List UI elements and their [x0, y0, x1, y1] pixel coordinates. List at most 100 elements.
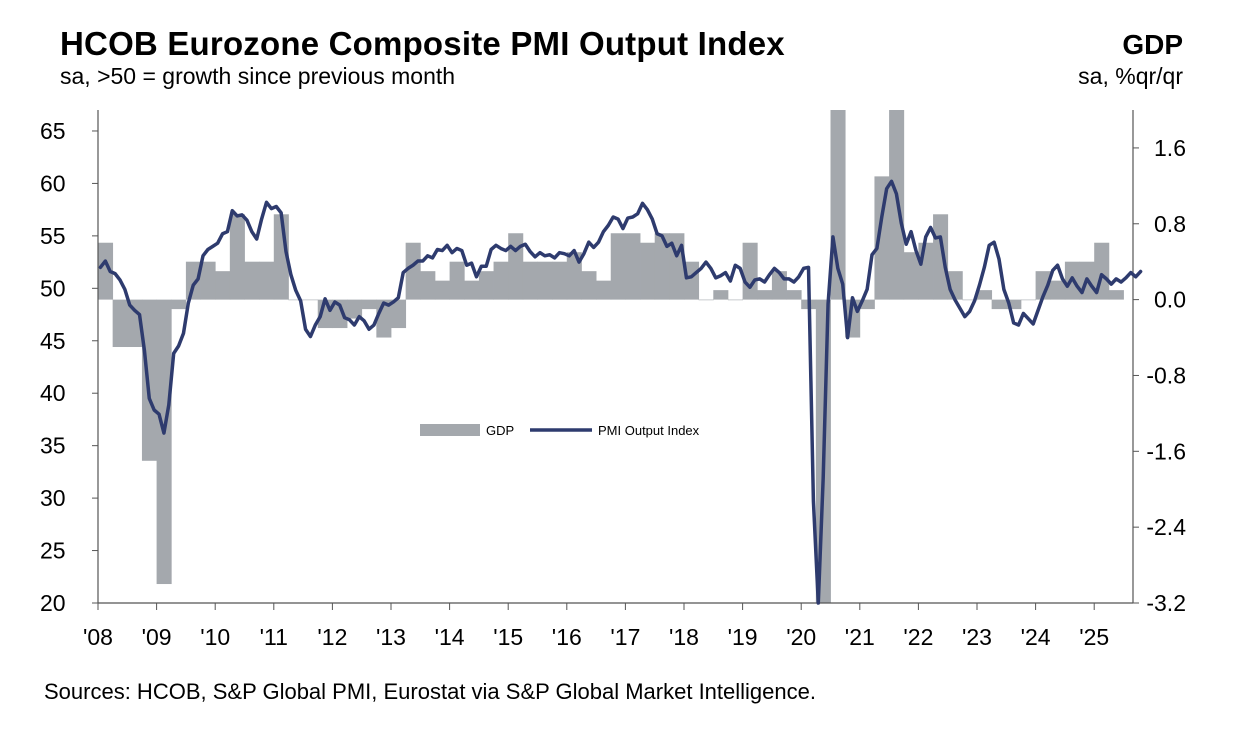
gdp-bar: [200, 261, 216, 300]
x-tick-label: '22: [903, 624, 933, 650]
gdp-bar: [449, 261, 465, 300]
left-y-tick-label: 50: [40, 275, 66, 301]
chart-subtitle: sa, >50 = growth since previous month: [60, 63, 456, 89]
gdp-bar: [727, 299, 743, 301]
right-axis-title: GDP: [1122, 29, 1183, 60]
gdp-bar: [581, 271, 597, 300]
gdp-bar: [288, 299, 304, 301]
x-tick-label: '09: [142, 624, 172, 650]
chart-title: HCOB Eurozone Composite PMI Output Index: [60, 25, 785, 62]
x-tick-label: '21: [845, 624, 875, 650]
left-y-tick-label: 45: [40, 328, 66, 354]
gdp-bar: [566, 252, 582, 300]
gdp-bar: [859, 299, 875, 310]
right-y-tick-label: 1.6: [1154, 135, 1186, 161]
gdp-bar: [493, 261, 509, 300]
gdp-bar: [141, 299, 157, 461]
x-tick-label: '08: [83, 624, 113, 650]
legend-gdp-label: GDP: [486, 423, 514, 438]
x-tick-label: '12: [317, 624, 347, 650]
gdp-bar: [215, 271, 231, 300]
legend-pmi-label: PMI Output Index: [598, 423, 700, 438]
x-tick-label: '25: [1079, 624, 1109, 650]
x-tick-label: '10: [200, 624, 230, 650]
right-y-tick-label: -3.2: [1146, 590, 1186, 616]
gdp-bar: [537, 261, 553, 300]
right-axis-subtitle: sa, %qr/qr: [1078, 63, 1183, 89]
pmi-line: [98, 179, 1143, 605]
gdp-bar: [1020, 299, 1036, 301]
source-note: Sources: HCOB, S&P Global PMI, Eurostat …: [44, 679, 816, 704]
gdp-bar: [918, 242, 934, 300]
pmi-line-group: [98, 179, 1143, 605]
left-y-tick-label: 55: [40, 223, 66, 249]
x-tick-label: '20: [786, 624, 816, 650]
right-y-tick-label: -1.6: [1146, 438, 1186, 464]
gdp-bar: [229, 214, 245, 300]
gdp-bar: [434, 280, 450, 300]
gdp-bar: [259, 261, 275, 300]
gdp-bar: [332, 299, 348, 329]
x-tick-label: '17: [610, 624, 640, 650]
gdp-bar: [1108, 290, 1124, 300]
gdp-bar: [303, 299, 319, 301]
gdp-bar: [640, 242, 656, 300]
x-tick-label: '19: [728, 624, 758, 650]
gdp-bar: [98, 242, 114, 300]
gdp-bar: [552, 261, 568, 300]
right-y-tick-label: -2.4: [1146, 514, 1186, 540]
gdp-bar: [610, 233, 626, 300]
gdp-bar: [903, 252, 919, 300]
x-tick-label: '24: [1021, 624, 1051, 650]
x-tick-label: '11: [260, 624, 288, 650]
gdp-bar: [508, 233, 524, 300]
left-y-tick-label: 40: [40, 380, 66, 406]
gdp-bars: [98, 110, 1124, 603]
gdp-bar: [933, 214, 949, 300]
gdp-bar: [171, 299, 187, 310]
gdp-bar: [1035, 271, 1051, 300]
gdp-bar: [522, 261, 538, 300]
x-tick-label: '15: [493, 624, 523, 650]
left-y-tick-label: 65: [40, 118, 66, 144]
gdp-bar: [874, 176, 890, 300]
legend: GDP PMI Output Index: [420, 423, 700, 438]
pmi-gdp-chart: 20 25 30 35 40 45 50 55 60 65 1.6 0.8 0.0 -0.8 -1.6 -2.…: [40, 110, 1186, 650]
gdp-bar: [757, 290, 773, 300]
x-tick-label: '13: [376, 624, 406, 650]
gdp-bar: [977, 290, 993, 300]
gdp-bar: [464, 280, 480, 300]
gdp-bar: [185, 261, 201, 300]
gdp-bar: [112, 299, 128, 348]
gdp-bar: [698, 299, 714, 301]
gdp-bar: [361, 299, 377, 310]
gdp-bar: [1006, 299, 1022, 310]
gdp-bar: [991, 299, 1007, 310]
gdp-bar: [596, 280, 612, 300]
x-tick-label: '23: [962, 624, 992, 650]
right-y-tick-label: -0.8: [1146, 362, 1186, 388]
right-y-tick-label: 0.0: [1154, 287, 1186, 313]
gdp-bar: [625, 233, 641, 300]
x-tick-label: '16: [552, 624, 582, 650]
gdp-bar: [156, 299, 172, 585]
gdp-bar: [962, 299, 978, 301]
gdp-bar: [420, 271, 436, 300]
gdp-bar: [1050, 280, 1066, 300]
gdp-bar: [742, 242, 758, 300]
left-y-tick-label: 20: [40, 590, 66, 616]
left-y-tick-label: 60: [40, 170, 66, 196]
legend-gdp-swatch: [420, 424, 480, 436]
gdp-bar: [786, 290, 802, 300]
x-tick-label: '14: [435, 624, 465, 650]
gdp-bar: [654, 233, 670, 300]
left-y-tick-label: 30: [40, 485, 66, 511]
axes: 20 25 30 35 40 45 50 55 60 65 1.6 0.8 0.0 -0.8 -1.6 -2.…: [40, 110, 1186, 650]
gdp-bar: [391, 299, 407, 329]
x-tick-label: '18: [669, 624, 699, 650]
gdp-bar: [405, 242, 421, 300]
left-y-tick-label: 25: [40, 538, 66, 564]
gdp-bar: [713, 290, 729, 300]
left-y-tick-label: 35: [40, 433, 66, 459]
gdp-bar: [244, 261, 260, 300]
